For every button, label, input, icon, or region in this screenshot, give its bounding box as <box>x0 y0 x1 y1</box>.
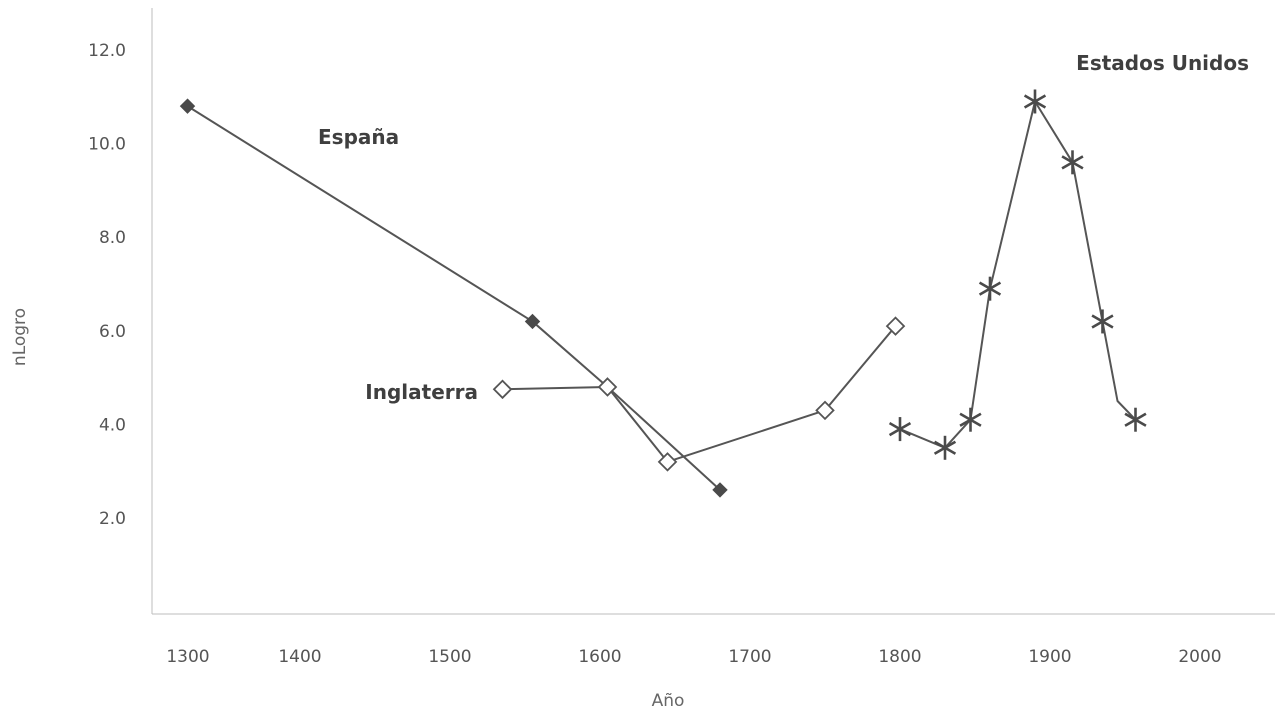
data-point <box>1023 89 1047 114</box>
data-point <box>657 452 678 472</box>
data-point <box>1124 407 1147 432</box>
series-layer <box>179 89 1147 498</box>
asterisk-stroke <box>978 281 1002 296</box>
series-label-estados-unidos: Estados Unidos <box>1076 51 1249 75</box>
y-tick-label: 8.0 <box>99 228 126 248</box>
asterisk-stroke <box>888 421 912 437</box>
x-tick-label: 1800 <box>878 647 921 667</box>
asterisk-stroke <box>1061 155 1084 170</box>
y-tick-label: 6.0 <box>99 322 126 342</box>
data-point <box>492 379 513 400</box>
y-tick-label: 2.0 <box>99 509 126 529</box>
y-axis-title: nLogro <box>10 308 30 366</box>
axes <box>151 8 1275 615</box>
series-label-espana: España <box>318 125 399 149</box>
x-tick-labels: 1300 1400 1500 1600 1700 1800 1900 2000 <box>166 647 1221 667</box>
data-point <box>712 482 728 498</box>
x-tick-label: 1400 <box>278 647 321 667</box>
y-tick-label: 12.0 <box>88 41 126 61</box>
data-point <box>524 313 541 330</box>
data-point <box>1061 150 1084 175</box>
x-tick-label: 1300 <box>166 647 209 667</box>
data-point <box>959 407 982 432</box>
data-point <box>179 98 196 114</box>
asterisk-stroke <box>959 412 982 427</box>
data-point <box>1091 309 1114 334</box>
asterisk-stroke <box>1023 94 1047 109</box>
data-point <box>933 435 957 460</box>
series-line <box>186 105 721 491</box>
data-point <box>597 377 618 397</box>
x-tick-label: 1600 <box>578 647 621 667</box>
x-tick-label: 1700 <box>728 647 771 667</box>
y-tick-label: 10.0 <box>88 135 126 155</box>
series-line <box>899 100 1137 449</box>
y-tick-labels: 2.0 4.0 6.0 8.0 10.0 12.0 <box>88 41 126 529</box>
asterisk-stroke <box>1091 314 1114 329</box>
data-point <box>885 316 906 336</box>
asterisk-stroke <box>1124 412 1147 427</box>
series-label-inglaterra: Inglaterra <box>365 380 478 404</box>
x-tick-label: 1500 <box>428 647 471 667</box>
data-point <box>978 276 1002 301</box>
x-tick-label: 2000 <box>1178 647 1221 667</box>
x-axis-title: Año <box>652 691 685 711</box>
data-point <box>815 400 835 421</box>
data-point <box>888 417 912 442</box>
y-tick-label: 4.0 <box>99 415 126 435</box>
x-tick-label: 1900 <box>1028 647 1071 667</box>
asterisk-stroke <box>933 440 957 455</box>
